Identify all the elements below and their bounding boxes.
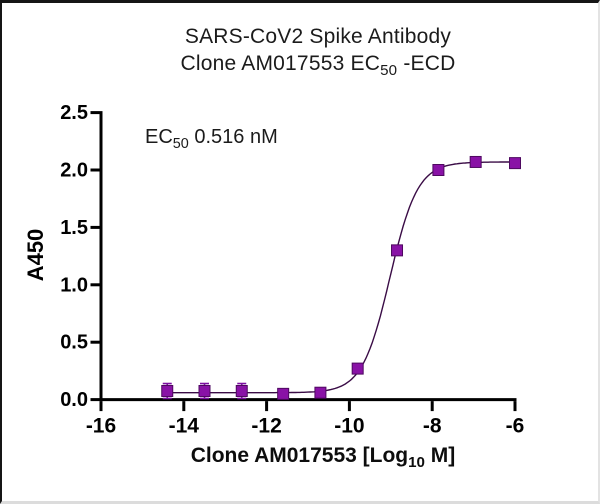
y-tick-label: 0.0: [60, 389, 88, 411]
data-point: [469, 155, 482, 168]
x-tick-label: -12: [251, 415, 281, 438]
y-tick-label: 2.5: [60, 102, 88, 124]
x-tick-label: -8: [423, 415, 442, 438]
chart-title: SARS-CoV2 Spike Antibody Clone AM017553 …: [18, 23, 600, 84]
chart-title-line1: SARS-CoV2 Spike Antibody: [184, 25, 452, 48]
ec50-annotation: EC50 0.516 nM: [145, 126, 278, 152]
ec50-annotation-text: EC: [145, 126, 173, 148]
data-point: [235, 384, 248, 397]
x-axis-label-suffix: M]: [424, 444, 456, 467]
x-tick-label: -10: [334, 415, 364, 438]
fit-curve: [167, 161, 515, 394]
x-axis-label-subscript: 10: [408, 454, 425, 472]
x-axis-label-text: Clone AM017553 [Log: [190, 444, 409, 467]
data-point: [391, 244, 404, 257]
y-tick-label: 1.5: [60, 217, 88, 239]
ec50-annotation-value: 0.516 nM: [188, 126, 278, 148]
y-tick-label: 1.0: [60, 274, 88, 296]
x-tick-label: -14: [169, 415, 200, 438]
x-tick-label: -16: [86, 415, 116, 438]
data-point: [432, 164, 445, 176]
chart-title-line2: Clone AM017553 EC50 -ECD: [18, 50, 600, 84]
data-point: [351, 362, 364, 375]
chart-title-line2-text: Clone AM017553 EC: [180, 52, 381, 75]
y-tick-label: 0.5: [60, 332, 88, 354]
data-point: [314, 386, 327, 399]
ec50-annotation-subscript: 50: [172, 136, 189, 152]
data-point: [509, 157, 521, 170]
x-axis-label: Clone AM017553 [Log10 M]: [23, 444, 600, 471]
chart-title-subscript: 50: [380, 62, 398, 80]
data-point: [161, 384, 174, 397]
y-tick-label: 2.0: [60, 160, 88, 182]
data-point: [277, 387, 290, 400]
chart-title-line2-suffix: -ECD: [397, 52, 456, 75]
x-tick-label: -6: [506, 415, 525, 438]
data-point: [198, 384, 211, 397]
